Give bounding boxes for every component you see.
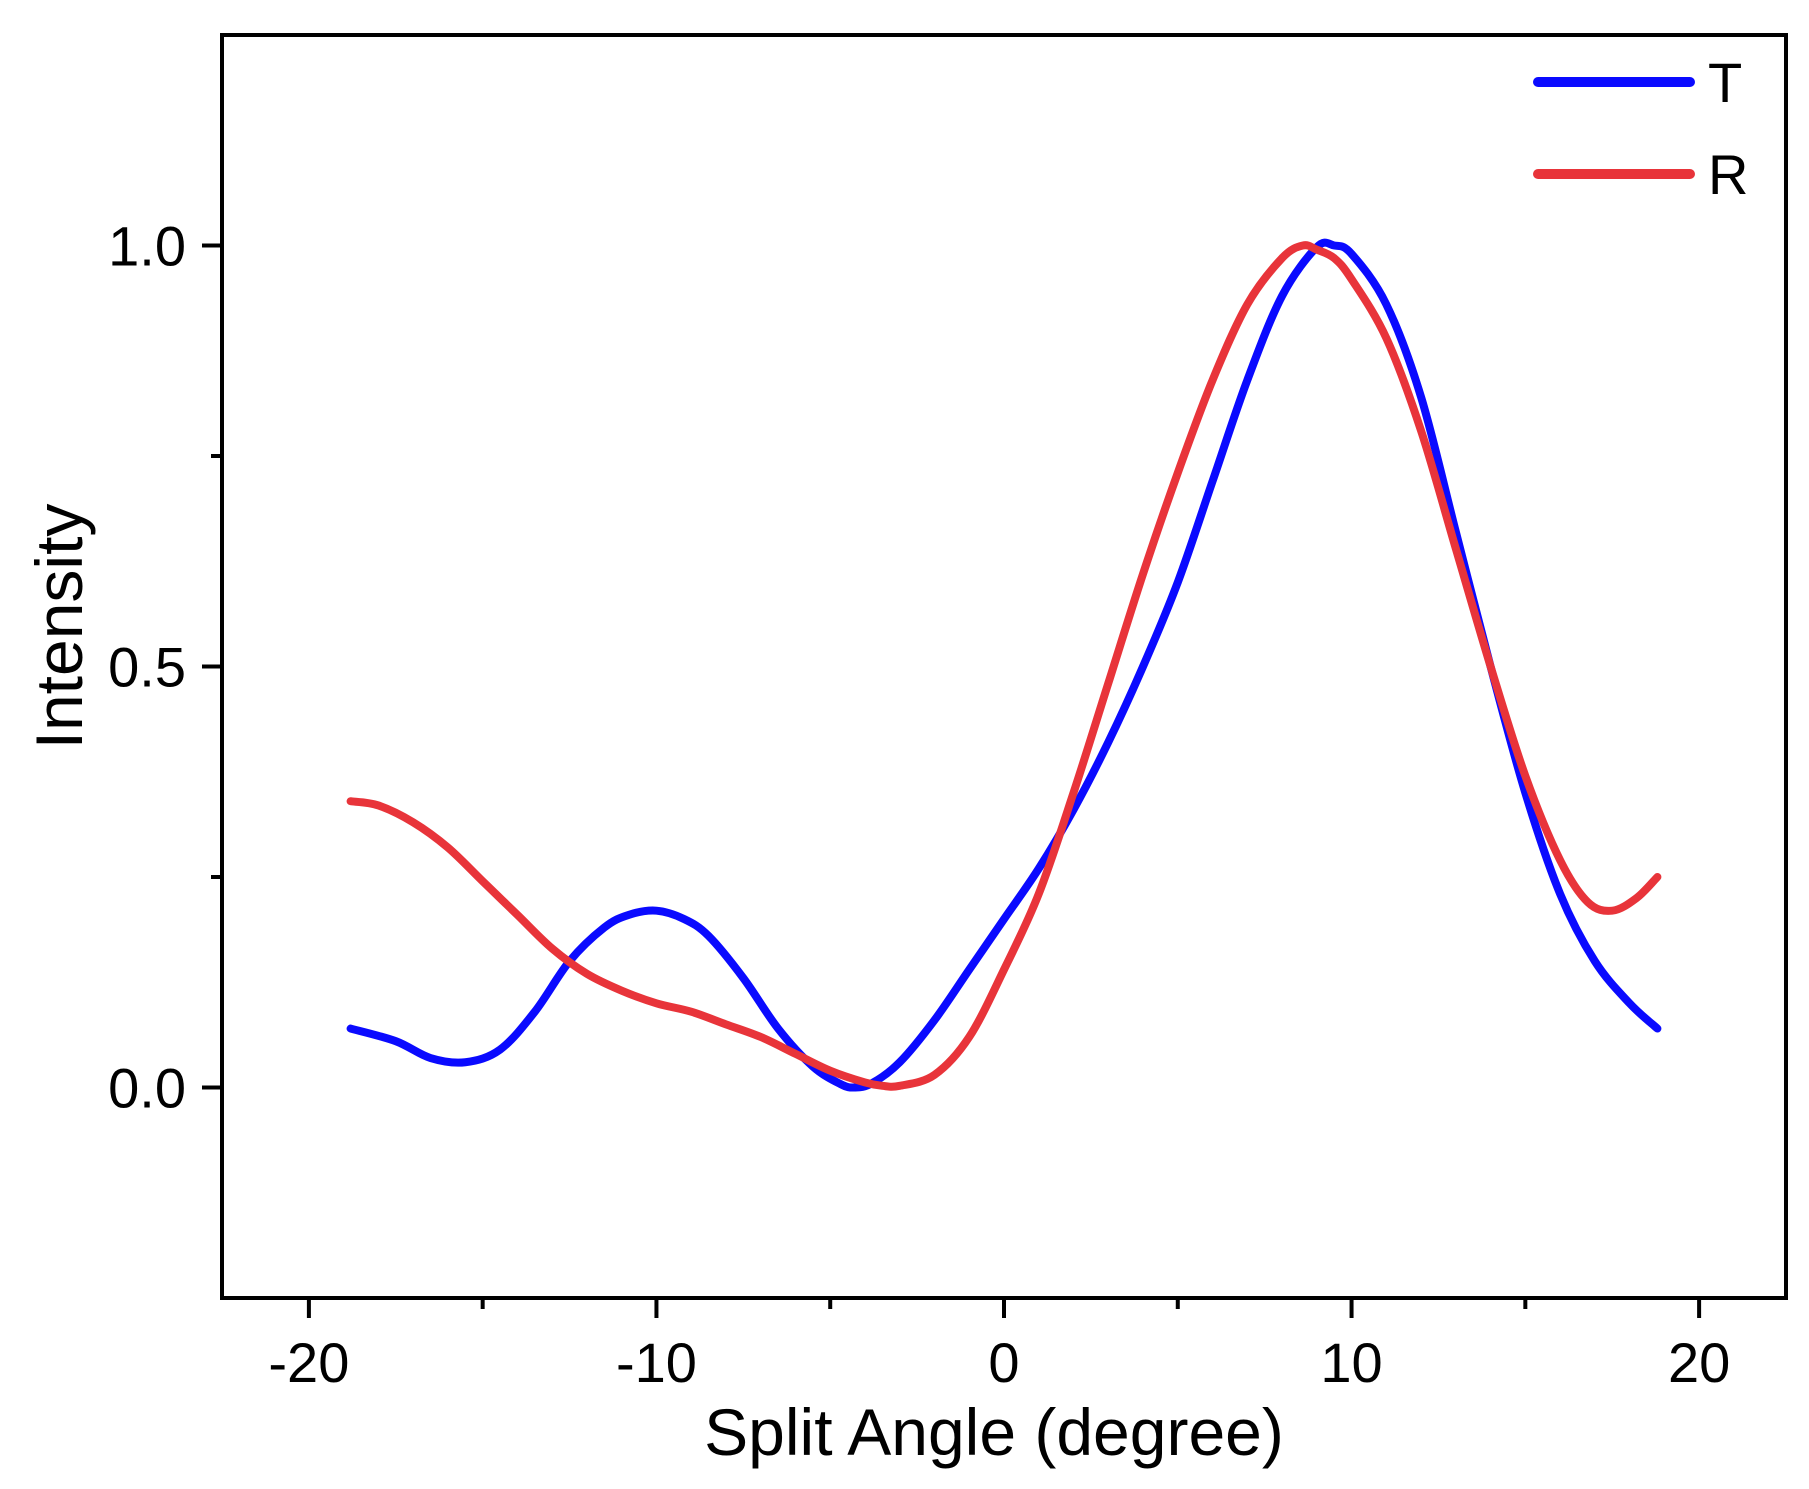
legend-label-R: R xyxy=(1708,143,1748,206)
y-axis-label: Intensity xyxy=(22,504,96,750)
series-line-R xyxy=(346,241,1662,1091)
series-line-T xyxy=(346,238,1662,1092)
axes: -20 -10 0 10 20 0.0 0.5 1.0 Split Angle (degree)… xyxy=(22,33,1788,1469)
y-tick-label: 0.0 xyxy=(108,1057,186,1120)
legend: TR xyxy=(1533,51,1748,206)
x-tick-label: -20 xyxy=(268,1331,349,1394)
y-tick-label: 0.5 xyxy=(108,636,186,699)
y-tick-label: 1.0 xyxy=(108,215,186,278)
x-tick-label: 20 xyxy=(1668,1331,1730,1394)
x-tick-label: 0 xyxy=(988,1331,1019,1394)
x-tick-label: 10 xyxy=(1320,1331,1382,1394)
legend-label-T: T xyxy=(1708,51,1742,114)
series-lines xyxy=(346,238,1662,1092)
x-axis-label: Split Angle (degree) xyxy=(704,1395,1284,1469)
x-tick-label: -10 xyxy=(616,1331,697,1394)
